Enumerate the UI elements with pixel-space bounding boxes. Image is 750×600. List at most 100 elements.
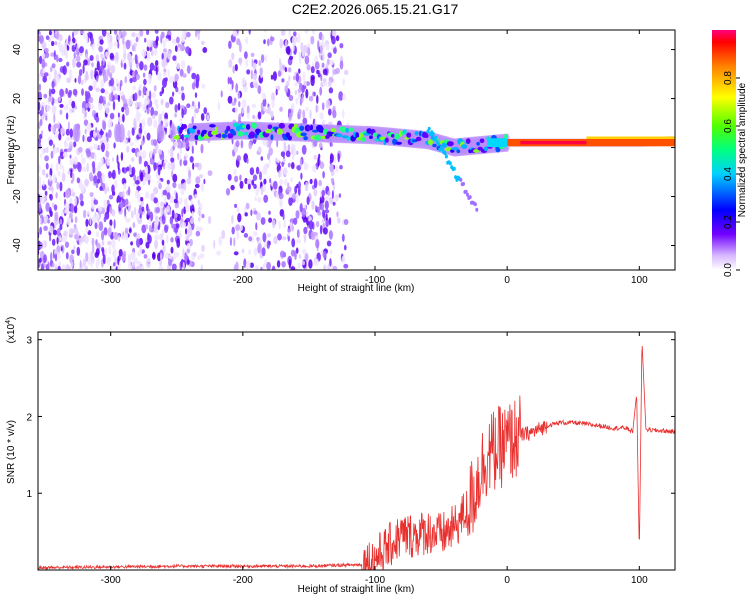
heatmap-speckle — [271, 92, 275, 102]
heatmap-speckle — [90, 37, 94, 45]
heatmap-speckle — [253, 210, 258, 215]
heatmap-speckle — [118, 266, 121, 270]
heatmap-speckle — [255, 222, 258, 231]
heatmap-branch — [468, 195, 472, 200]
heatmap-speckle — [201, 40, 205, 46]
heatmap-speckle — [139, 214, 142, 219]
heatmap-speckle — [130, 210, 134, 219]
heatmap-speckle — [140, 144, 142, 151]
heatmap-speckle — [147, 234, 152, 244]
heatmap-speckle — [97, 257, 100, 266]
heatmap-speckle — [140, 140, 145, 146]
heatmap-speckle — [217, 101, 221, 111]
heatmap-speckle — [181, 108, 184, 119]
heatmap-speckle — [39, 226, 42, 235]
heatmap-speckle — [60, 127, 65, 135]
heatmap-speckle — [201, 83, 206, 89]
heatmap-speckle — [82, 64, 85, 74]
heatmap-speckle — [172, 91, 175, 97]
heatmap-speckle — [183, 159, 188, 166]
heatmap-speckle — [245, 36, 249, 45]
heatmap-speckle — [86, 162, 89, 172]
heatmap-speckle — [76, 61, 82, 68]
heatmap-speckle — [310, 231, 316, 241]
heatmap-speckle — [199, 253, 205, 259]
heatmap-peak-band — [520, 140, 587, 145]
heatmap-speckle — [110, 64, 116, 74]
heatmap-speckle — [160, 207, 163, 217]
heatmap-speckle — [330, 142, 333, 147]
heatmap-speckle — [241, 77, 246, 86]
heatmap-speckle — [68, 107, 73, 114]
heatmap-speckle — [54, 249, 58, 256]
heatmap-speckle — [302, 109, 306, 119]
heatmap-speckle — [225, 188, 231, 196]
heatmap-speckle — [172, 182, 177, 189]
heatmap-speckle — [117, 112, 120, 118]
heatmap-speckle — [284, 85, 289, 94]
heatmap-speckle — [94, 113, 97, 121]
heatmap-speckle — [85, 148, 91, 155]
heatmap-speckle — [66, 45, 70, 51]
heatmap-ridge-core — [444, 147, 452, 152]
heatmap-speckle — [183, 156, 187, 161]
heatmap-speckle — [260, 54, 265, 63]
heatmap-speckle — [39, 217, 42, 224]
heatmap-speckle — [85, 226, 89, 233]
colorbar-gradient — [712, 30, 736, 270]
heatmap-speckle — [170, 157, 175, 163]
heatmap-speckle — [89, 97, 94, 104]
heatmap-speckle — [58, 261, 62, 267]
heatmap-speckle — [155, 207, 160, 214]
heatmap-speckle — [158, 118, 161, 126]
heatmap-speckle — [110, 86, 114, 93]
heatmap-speckle — [322, 78, 327, 83]
heatmap-speckle — [81, 88, 84, 96]
heatmap-speckle — [121, 59, 126, 64]
heatmap-speckle — [308, 95, 314, 102]
heatmap-speckle — [174, 213, 178, 218]
heatmap-speckle — [89, 192, 94, 198]
heatmap-speckle — [55, 33, 58, 39]
heatmap-speckle — [127, 53, 132, 62]
heatmap-speckle — [118, 81, 121, 92]
heatmap-speckle — [183, 206, 187, 215]
heatmap-speckle — [95, 54, 100, 63]
heatmap-speckle — [100, 53, 103, 59]
heatmap-speckle — [282, 158, 287, 164]
heatmap-y-tick-label: -40 — [12, 238, 23, 253]
heatmap-speckle — [53, 50, 56, 57]
heatmap-speckle — [174, 73, 179, 82]
heatmap-speckle — [71, 100, 76, 109]
heatmap-speckle — [315, 104, 318, 113]
heatmap-speckle — [44, 190, 48, 196]
heatmap-speckle — [80, 183, 85, 193]
heatmap-speckle — [143, 254, 148, 259]
heatmap-speckle — [148, 90, 152, 101]
heatmap-ridge-core — [355, 132, 360, 139]
heatmap-speckle — [135, 59, 138, 65]
heatmap-ridge-core — [300, 132, 307, 137]
heatmap-speckle — [72, 31, 75, 39]
heatmap-branch — [459, 177, 463, 182]
heatmap-speckle — [95, 127, 98, 134]
heatmap-speckle — [147, 116, 153, 127]
heatmap-speckle — [319, 112, 324, 120]
heatmap-speckle — [291, 152, 295, 161]
heatmap-speckle — [270, 74, 274, 80]
heatmap-speckle — [126, 166, 130, 172]
snr-y-tick-label: 3 — [26, 336, 32, 347]
heatmap-ridge-core — [287, 135, 292, 141]
heatmap-speckle — [102, 135, 108, 144]
heatmap-speckle — [124, 139, 128, 145]
heatmap-speckle — [105, 51, 109, 58]
heatmap-speckle — [170, 151, 174, 158]
heatmap-speckle — [118, 249, 123, 257]
colorbar-tick-label: 0.8 — [723, 71, 734, 85]
heatmap-speckle — [38, 122, 41, 130]
heatmap-speckle — [216, 250, 222, 256]
heatmap-ridge-core — [310, 124, 314, 131]
heatmap-speckle — [97, 170, 102, 179]
heatmap-y-label: Frequency (Hz) — [6, 116, 17, 185]
heatmap-speckle — [322, 42, 327, 47]
